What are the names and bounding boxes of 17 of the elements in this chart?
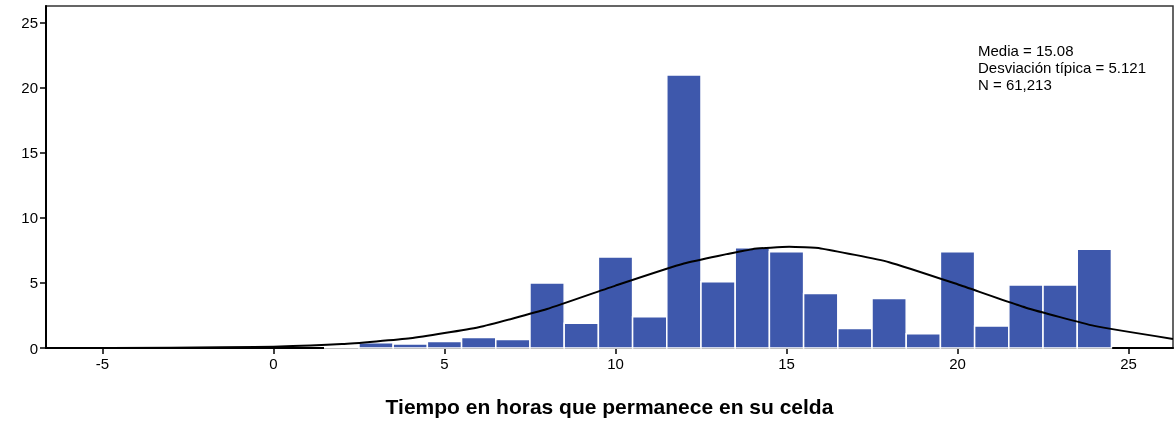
annotation: N = 61,213	[977, 76, 1052, 93]
y-tick-label: 20	[21, 79, 38, 97]
x-tick-label: 25	[1120, 355, 1137, 372]
x-tick-label: 15	[778, 355, 795, 372]
y-tick-label: 10	[21, 209, 38, 227]
annotation: Media = 15.08	[977, 42, 1074, 59]
y-tick-label: 15	[21, 144, 38, 162]
y-tick-label: 0	[29, 339, 38, 357]
annotation: Desviación típica = 5.121	[977, 59, 1147, 76]
x-tick-label: 10	[607, 355, 624, 372]
x-tick-label: 0	[269, 355, 278, 372]
x-tick-label: 20	[949, 355, 966, 372]
x-tick-label: -5	[95, 355, 110, 372]
x-axis-title: Tiempo en horas que permanece en su celda	[385, 395, 834, 418]
y-tick-label: 5	[29, 274, 38, 292]
x-tick-label: 5	[440, 355, 449, 372]
y-tick-label: 25	[21, 14, 38, 32]
